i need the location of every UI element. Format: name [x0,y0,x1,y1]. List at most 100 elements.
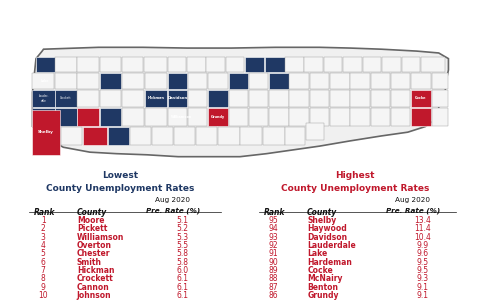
Bar [121,57,143,72]
Bar [168,108,187,126]
Text: Highest: Highest [336,171,375,180]
Bar [350,90,370,107]
Bar [350,108,370,126]
Bar [206,57,225,72]
Text: 9.3: 9.3 [416,274,429,284]
Text: Rank: Rank [264,208,286,217]
Bar [350,73,370,89]
Bar [144,108,167,126]
Text: Williamson: Williamson [171,115,192,119]
Bar [289,108,309,126]
Text: Hardeman: Hardeman [307,258,352,267]
Bar [240,127,262,145]
Text: 9.1: 9.1 [416,283,428,292]
Bar [228,73,248,89]
Bar [55,73,77,89]
Text: Cocke: Cocke [415,96,427,100]
Text: Davidson: Davidson [307,233,348,242]
Text: 90: 90 [269,258,278,267]
Bar [99,57,121,72]
Bar [391,108,410,126]
Bar [108,127,129,145]
Text: 6.0: 6.0 [176,266,189,275]
Bar [168,90,187,107]
Bar [371,73,390,89]
Bar [168,73,187,89]
Bar [391,73,410,89]
Text: 9: 9 [41,283,46,292]
Text: Cocke: Cocke [307,266,333,275]
Text: Davidson: Davidson [167,96,187,100]
Bar [411,108,431,126]
Bar [55,57,77,72]
Text: 95: 95 [269,216,278,225]
Text: 5.3: 5.3 [176,233,189,242]
Text: Hickman: Hickman [147,96,164,100]
Text: Lauderdale: Lauderdale [307,241,356,250]
Text: Shelby: Shelby [38,130,54,134]
Text: 11.4: 11.4 [414,224,431,233]
Text: Cannon: Cannon [77,283,109,292]
Text: 9.9: 9.9 [416,241,429,250]
Bar [208,108,228,126]
Bar [249,108,268,126]
Bar [306,123,324,140]
Bar [228,90,248,107]
Text: 1: 1 [41,216,46,225]
Bar [77,108,99,126]
Bar [289,73,309,89]
Bar [330,108,349,126]
Bar [77,90,99,107]
Bar [226,57,244,72]
Text: 9.6: 9.6 [416,249,429,258]
Bar [77,57,99,72]
Text: 7: 7 [41,266,46,275]
Bar [432,108,448,126]
Text: Moore: Moore [77,216,104,225]
Text: 9.1: 9.1 [416,291,428,300]
Text: 4: 4 [41,241,46,250]
Bar [33,73,54,89]
Bar [269,73,288,89]
Bar [371,90,390,107]
Bar [121,108,144,126]
Text: County: County [307,208,337,217]
Bar [188,108,207,126]
Text: 2: 2 [41,224,46,233]
Bar [289,90,309,107]
Bar [144,90,167,107]
Bar [99,108,121,126]
Bar [55,108,77,126]
Text: Shelby: Shelby [307,216,336,225]
Text: 93: 93 [269,233,278,242]
Text: Smith: Smith [77,258,102,267]
Bar [263,127,285,145]
Text: 5.5: 5.5 [176,241,189,250]
Bar [249,73,268,89]
Bar [144,73,167,89]
Text: 13.4: 13.4 [414,216,431,225]
Text: Lauder-
dale: Lauder- dale [38,94,48,103]
Text: 5.8: 5.8 [177,258,188,267]
Text: 6: 6 [41,258,46,267]
Text: Tennessee County Unemployment Rates: Tennessee County Unemployment Rates [7,11,241,21]
Text: Pickett: Pickett [77,224,107,233]
Bar [343,57,362,72]
Bar [324,57,342,72]
Bar [188,90,207,107]
Bar [208,90,228,107]
Bar [174,127,195,145]
Bar [269,108,288,126]
Text: Lake: Lake [307,249,327,258]
Bar [285,57,303,72]
Text: 87: 87 [269,283,278,292]
Bar [36,57,55,72]
Text: Haywood: Haywood [307,224,347,233]
Bar [196,127,217,145]
Bar [249,90,268,107]
Bar [304,57,323,72]
Text: 91: 91 [269,249,278,258]
Bar [33,110,60,155]
Bar [130,127,151,145]
Bar [33,90,55,107]
